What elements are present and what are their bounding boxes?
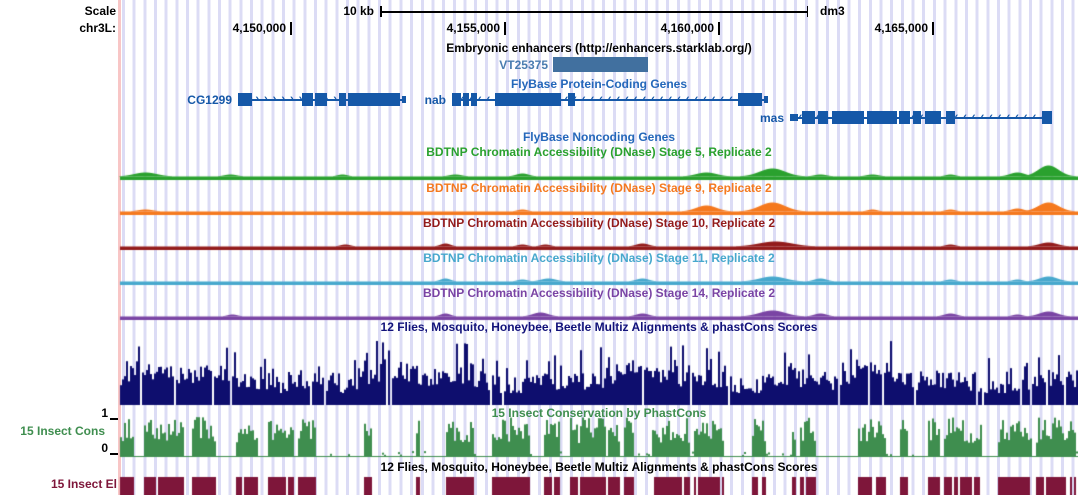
gene-exon	[867, 111, 897, 124]
gene-exon	[738, 93, 762, 106]
gene-nab[interactable]: ‹‹‹‹‹‹‹‹‹‹‹‹‹‹‹‹‹‹‹‹‹‹‹‹‹‹‹‹‹‹‹‹‹‹‹‹‹‹‹‹	[452, 92, 768, 107]
track-title-dnase-stage11[interactable]: BDTNP Chromatin Accessibility (DNase) St…	[423, 251, 775, 265]
gene-exon	[913, 111, 921, 124]
gene-utr	[764, 96, 768, 103]
scale-ruler-bar	[380, 11, 808, 13]
track-title-dnase-stage10[interactable]: BDTNP Chromatin Accessibility (DNase) St…	[422, 216, 776, 230]
gene-label-mas[interactable]: mas	[759, 111, 784, 125]
track-title-flybase-noncoding[interactable]: FlyBase Noncoding Genes	[522, 130, 676, 144]
gene-exon	[302, 93, 313, 106]
gene-exon	[339, 93, 346, 106]
elements-left-label[interactable]: 15 Insect El	[50, 477, 117, 491]
phastcons-axis-max-tick	[110, 418, 118, 420]
coordinate-tick	[718, 22, 720, 35]
gene-exon	[495, 93, 561, 106]
phastcons-left-label[interactable]: 15 Insect Cons	[20, 424, 105, 438]
phastcons-axis-min-tick	[110, 453, 118, 455]
gene-exon	[832, 111, 864, 124]
gene-intron-line	[790, 117, 1052, 119]
gene-utr	[790, 114, 798, 121]
track-title-dnase-stage9[interactable]: BDTNP Chromatin Accessibility (DNase) St…	[426, 181, 772, 195]
gene-exon	[315, 93, 327, 106]
track-title-multiz[interactable]: 12 Flies, Mosquito, Honeybee, Beetle Mul…	[380, 320, 818, 334]
gene-exon	[463, 93, 469, 106]
enhancer-item-label[interactable]: VT25375	[499, 58, 548, 72]
gene-strand-arrows: ‹‹‹‹‹‹‹‹‹‹‹‹‹‹‹‹‹‹‹‹‹‹‹‹‹‹‹‹‹‹‹‹‹	[790, 111, 1052, 123]
scale-label: Scale	[84, 4, 116, 18]
coordinate-label: 4,155,000	[446, 21, 500, 35]
coordinate-label: 4,165,000	[874, 21, 928, 35]
phastcons-axis-min: 0	[101, 441, 108, 455]
track-title-dnase-stage14[interactable]: BDTNP Chromatin Accessibility (DNase) St…	[422, 286, 776, 300]
gene-intron-line	[452, 99, 768, 101]
gene-mas[interactable]: ‹‹‹‹‹‹‹‹‹‹‹‹‹‹‹‹‹‹‹‹‹‹‹‹‹‹‹‹‹‹‹‹‹	[790, 110, 1052, 125]
gene-exon	[238, 93, 252, 106]
gene-exon	[348, 93, 400, 106]
gene-exon	[568, 93, 575, 106]
scale-ruler-left-tick	[380, 6, 382, 17]
gene-exon	[802, 111, 815, 124]
coordinate-tick	[932, 22, 934, 35]
enhancer-item-box[interactable]	[553, 57, 648, 72]
gene-utr	[402, 96, 406, 103]
track-title-embryonic-enhancers[interactable]: Embryonic enhancers (http://enhancers.st…	[446, 41, 752, 55]
gene-exon	[946, 111, 955, 124]
gene-label-nab[interactable]: nab	[424, 93, 446, 107]
ruler-length-label: 10 kb	[343, 4, 374, 18]
gene-CG1299[interactable]: ›››››››››››››››››››››	[238, 92, 406, 107]
gene-exon	[1042, 111, 1052, 124]
chromosome-label: chr3L:	[79, 21, 116, 35]
coordinate-tick	[290, 22, 292, 35]
gene-exon	[925, 111, 941, 124]
gene-exon	[471, 93, 477, 106]
gene-exon	[452, 93, 461, 106]
gene-exon	[899, 111, 910, 124]
coordinate-tick	[504, 22, 506, 35]
track-title-multiz-2[interactable]: 12 Flies, Mosquito, Honeybee, Beetle Mul…	[380, 460, 818, 474]
coordinate-label: 4,150,000	[232, 21, 286, 35]
track-title-flybase-protein-coding[interactable]: FlyBase Protein-Coding Genes	[510, 77, 688, 91]
gene-exon	[818, 111, 828, 124]
coordinate-label: 4,160,000	[660, 21, 714, 35]
track-title-dnase-stage5[interactable]: BDTNP Chromatin Accessibility (DNase) St…	[426, 145, 772, 159]
phastcons-axis-max: 1	[101, 406, 108, 420]
track-title-phastcons[interactable]: 15 Insect Conservation by PhastCons	[491, 406, 707, 420]
scale-ruler-right-tick	[806, 6, 808, 17]
gene-label-CG1299[interactable]: CG1299	[187, 93, 232, 107]
assembly-label: dm3	[820, 4, 845, 18]
